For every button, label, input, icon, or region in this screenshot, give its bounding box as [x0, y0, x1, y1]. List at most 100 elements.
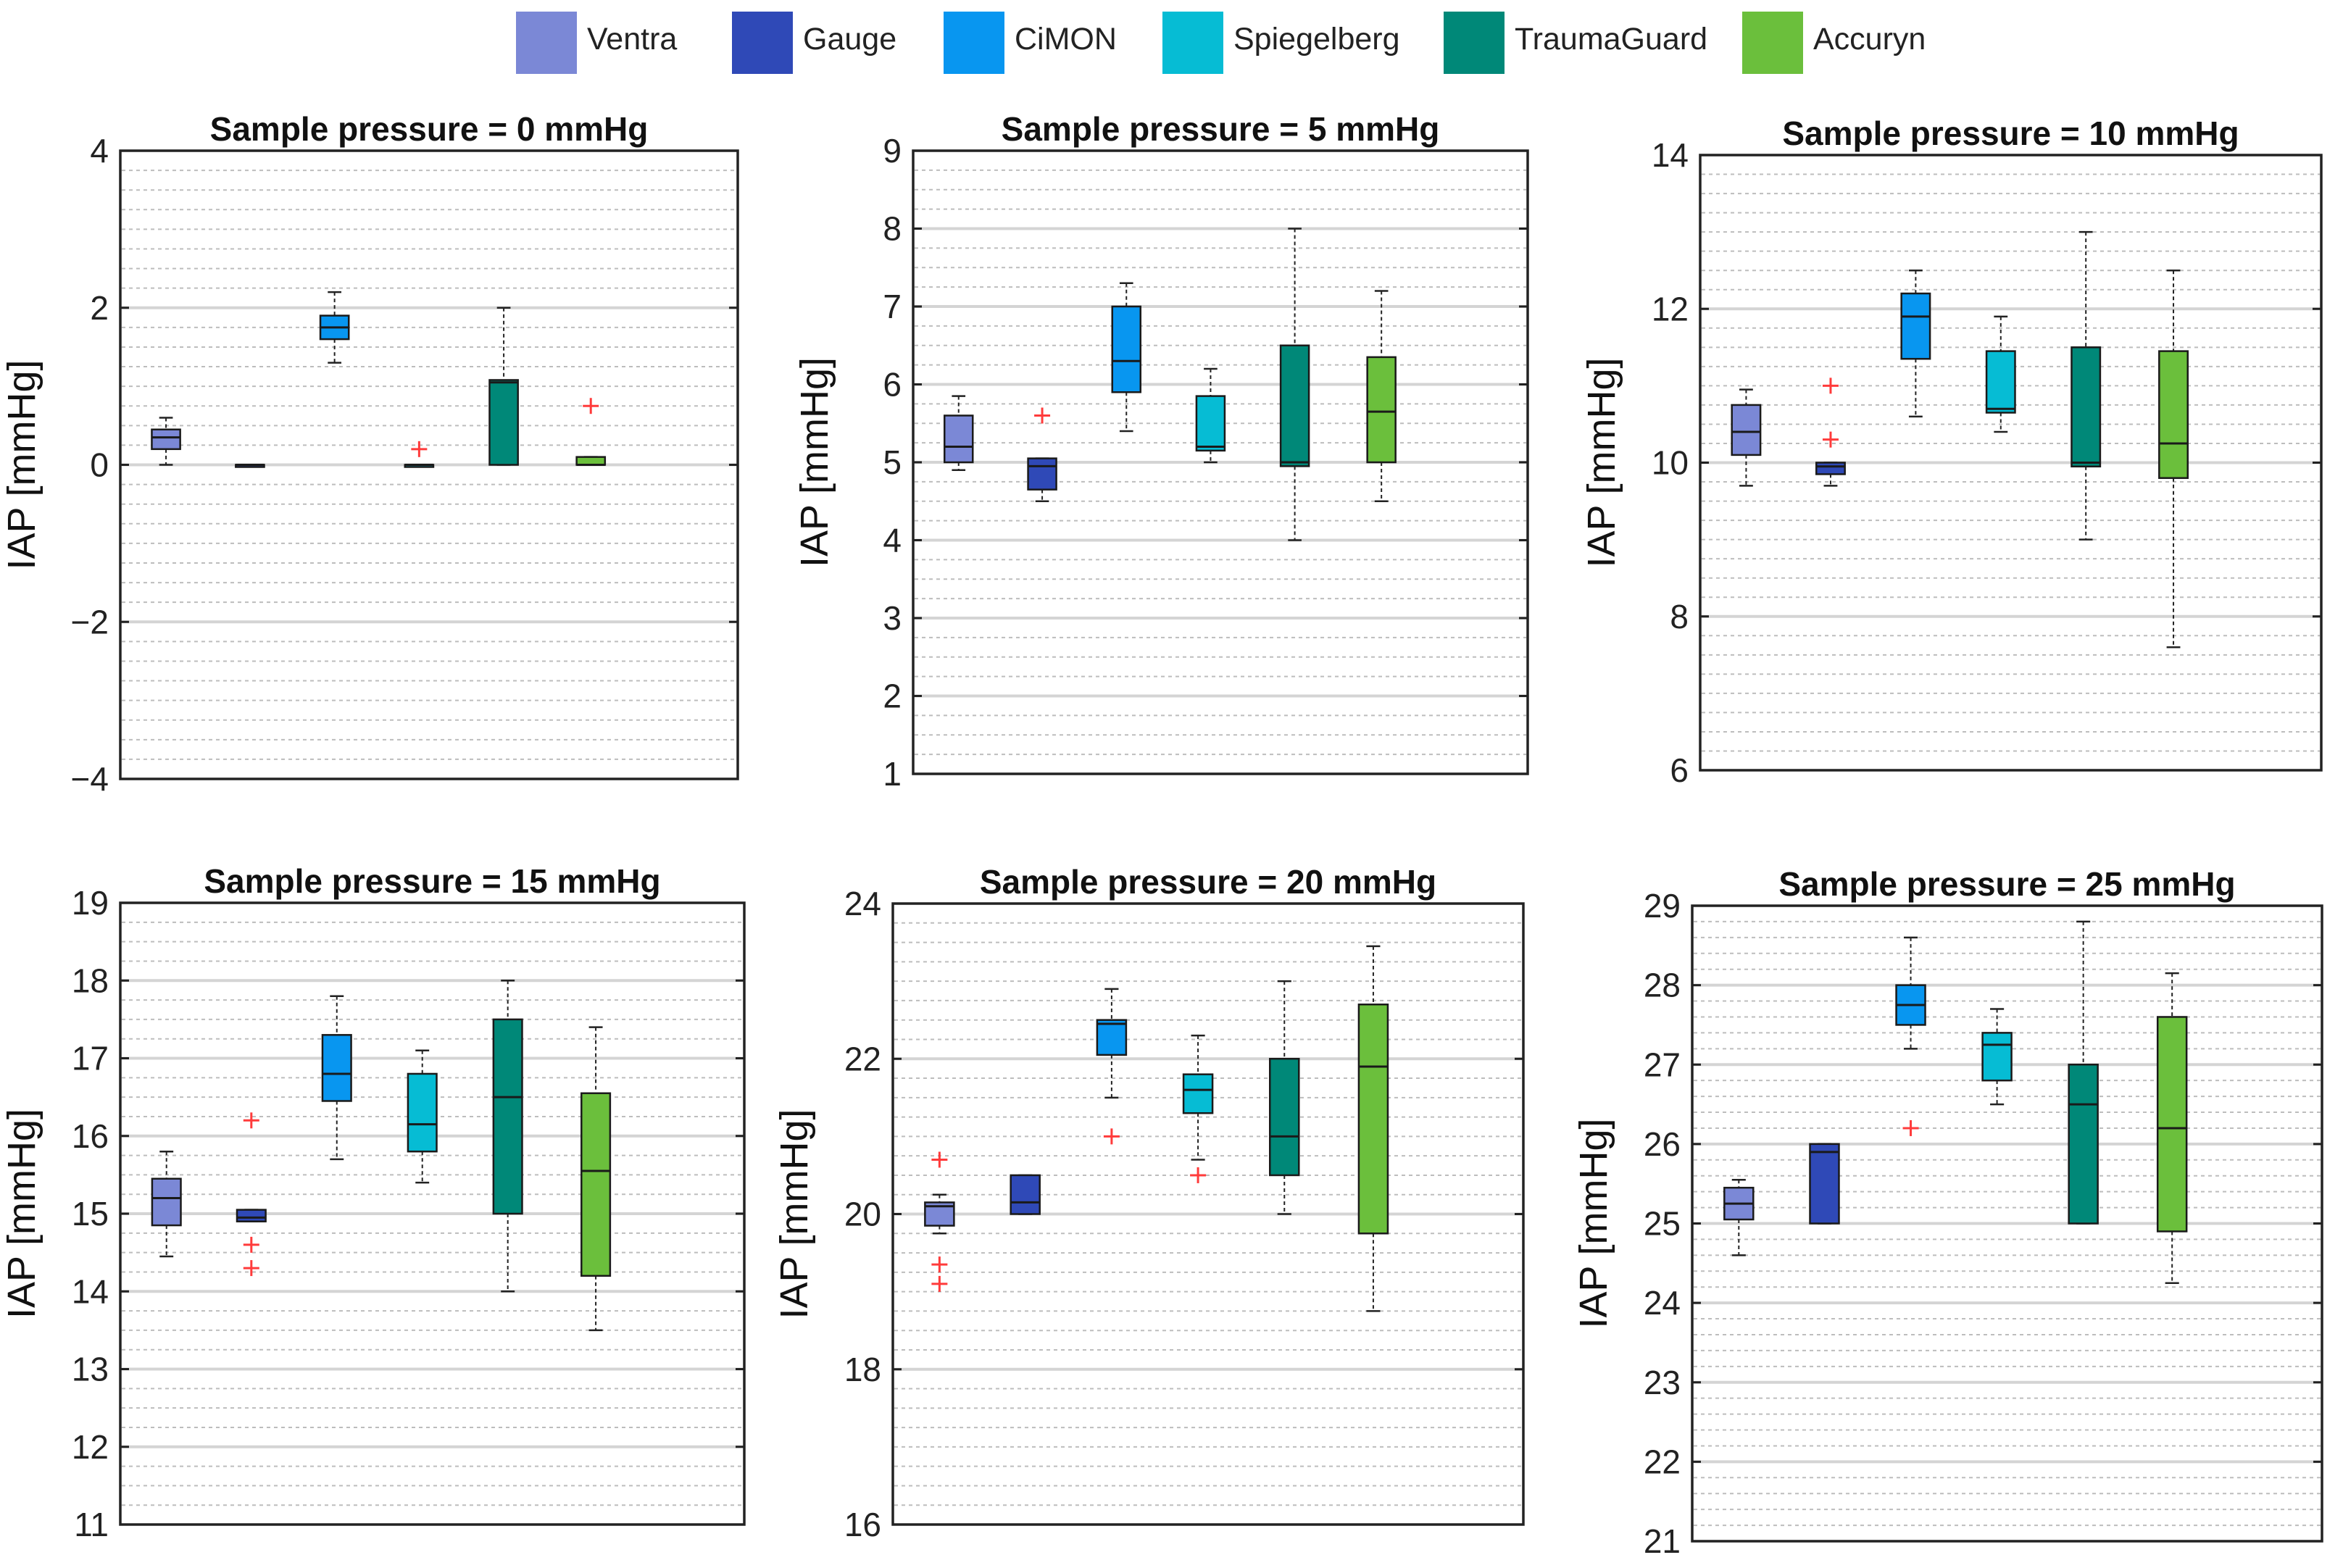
chart-panel-5: 21 22 23 24 25 26 27 28 29 Sample pressure = 25 m… [1572, 865, 2323, 1560]
box-gauge [1010, 1174, 1041, 1215]
y-tick-label: 9 [883, 132, 902, 170]
box-iqr [575, 456, 607, 466]
box-iqr [151, 1177, 182, 1227]
box-iqr [1182, 1073, 1214, 1114]
box-cimon [1111, 282, 1142, 433]
box-traumaguard [488, 306, 519, 466]
box-traumaguard [492, 980, 523, 1293]
box-iqr [236, 1209, 267, 1222]
box-iqr [1366, 356, 1397, 464]
y-tick-label: 28 [1644, 967, 1681, 1004]
outlier-marker [411, 441, 428, 457]
y-tick-label: 18 [72, 962, 109, 999]
box-traumaguard [2068, 920, 2099, 1225]
y-tick-label: 12 [72, 1428, 109, 1466]
legend-swatch-traumaguard [1444, 12, 1505, 74]
box-iqr [1096, 1019, 1128, 1056]
box-accuryn [1357, 945, 1389, 1312]
box-iqr [580, 1092, 612, 1277]
box-accuryn [1366, 290, 1397, 502]
chart-panel-3: 11 12 13 14 15 16 17 18 19 Sample pressure = 15 m… [0, 862, 746, 1543]
box-iqr [488, 379, 519, 466]
y-tick-label: 8 [883, 210, 902, 248]
outlier-marker [931, 1256, 948, 1273]
y-tick-label: 15 [72, 1195, 109, 1233]
box-iqr [1731, 404, 1762, 456]
plot-frame [119, 149, 739, 780]
plot-frame [119, 901, 746, 1526]
y-tick-label: 22 [1644, 1443, 1681, 1480]
outlier-marker [1103, 1128, 1120, 1145]
box-ventra [151, 417, 181, 466]
plot-frame [1699, 154, 2323, 772]
y-tick-label: 0 [90, 446, 109, 484]
y-tick-label: 17 [72, 1040, 109, 1077]
y-tick-label: 23 [1644, 1364, 1681, 1401]
y-tick-label: 20 [844, 1196, 881, 1233]
chart-title: Sample pressure = 15 mmHg [204, 862, 660, 900]
box-iqr [1815, 462, 1846, 475]
y-tick-label: 18 [844, 1351, 881, 1388]
y-tick-label: 6 [883, 366, 902, 404]
box-ventra [151, 1150, 182, 1258]
y-tick-label: 24 [844, 885, 881, 922]
y-tick-label: 22 [844, 1040, 881, 1077]
y-axis-label: IAP [mmHg] [0, 359, 43, 570]
y-tick-label: 4 [883, 522, 902, 559]
box-iqr [1985, 350, 2016, 414]
box-iqr [2068, 1064, 2099, 1225]
box-iqr [1809, 1143, 1840, 1225]
box-accuryn [580, 1026, 612, 1332]
y-tick-label: −2 [71, 603, 109, 641]
legend-swatch-accuryn [1742, 12, 1803, 74]
box-gauge [1815, 378, 1846, 487]
box-gauge [235, 464, 265, 468]
box-iqr [1357, 1004, 1389, 1235]
box-ventra [943, 395, 974, 471]
box-gauge [236, 1112, 267, 1277]
box-cimon [1895, 936, 1926, 1136]
box-cimon [319, 291, 350, 364]
y-tick-label: 12 [1652, 290, 1689, 328]
y-tick-label: 2 [883, 677, 902, 715]
box-iqr [2071, 346, 2102, 468]
box-iqr [407, 1072, 438, 1153]
y-tick-label: 14 [72, 1272, 109, 1310]
y-tick-label: 21 [1644, 1522, 1681, 1560]
box-iqr [1195, 395, 1226, 452]
box-iqr [1111, 305, 1142, 393]
legend: Ventra Gauge CiMON Spiegelberg TraumaGua… [0, 0, 2343, 87]
legend-label-accuryn: Accuryn [1813, 22, 1926, 57]
y-tick-label: 19 [72, 884, 109, 922]
outlier-marker [1190, 1167, 1207, 1183]
box-gauge [1027, 407, 1057, 502]
y-tick-label: 27 [1644, 1046, 1681, 1083]
outlier-marker [243, 1260, 259, 1277]
box-ventra [1731, 388, 1762, 487]
box-iqr [1010, 1174, 1041, 1215]
y-tick-label: 10 [1652, 444, 1689, 482]
y-axis-label: IAP [mmHg] [793, 357, 836, 567]
y-tick-label: 1 [883, 755, 902, 793]
box-accuryn [575, 398, 607, 466]
box-iqr [1279, 344, 1310, 467]
box-gauge [1809, 1143, 1840, 1225]
y-tick-label: 29 [1644, 887, 1681, 925]
box-spiegelberg [1985, 315, 2016, 433]
box-iqr [151, 428, 181, 451]
outlier-marker [1902, 1119, 1919, 1136]
plot-frame [912, 149, 1529, 775]
chart-title: Sample pressure = 0 mmHg [210, 110, 649, 148]
plot-frame [1691, 904, 2323, 1543]
y-axis-label: IAP [mmHg] [773, 1109, 816, 1319]
y-tick-label: 7 [883, 288, 902, 325]
box-spiegelberg [1195, 367, 1226, 464]
box-traumaguard [1279, 228, 1310, 541]
chart-panel-4: 16 18 20 22 24 Sample pressure = 20 mmHg IAP [… [773, 863, 1525, 1543]
legend-swatch-gauge [732, 12, 793, 74]
outlier-marker [1822, 431, 1839, 448]
y-tick-label: 3 [883, 599, 902, 637]
y-tick-label: −4 [71, 760, 109, 798]
chart-title: Sample pressure = 20 mmHg [980, 863, 1436, 901]
